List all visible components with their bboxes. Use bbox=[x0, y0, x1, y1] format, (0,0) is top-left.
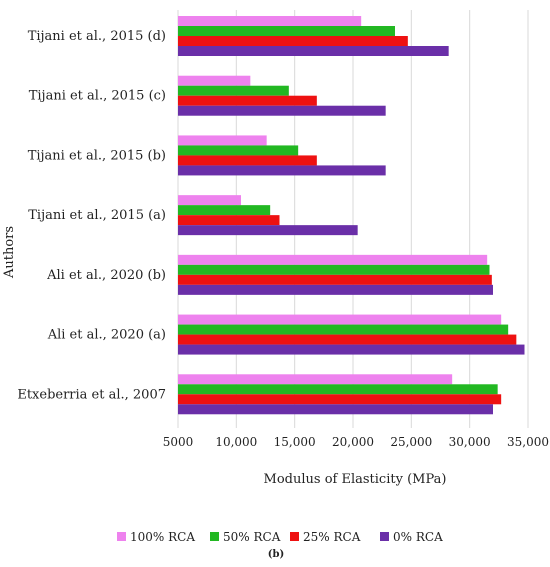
bar bbox=[178, 334, 517, 345]
x-tick-label: 20,000 bbox=[332, 435, 374, 449]
category-label: Tijani et al., 2015 (b) bbox=[28, 148, 166, 163]
bar bbox=[178, 225, 358, 236]
category-label: Tijani et al., 2015 (c) bbox=[29, 89, 166, 104]
legend: 100% RCA 50% RCA 25% RCA 0% RCA bbox=[117, 530, 443, 544]
bar bbox=[178, 145, 299, 156]
bars bbox=[178, 16, 525, 415]
x-tick-label: 25,000 bbox=[390, 435, 432, 449]
category-label: Tijani et al., 2015 (d) bbox=[28, 29, 166, 44]
legend-label: 100% RCA bbox=[130, 530, 195, 544]
bar bbox=[178, 384, 498, 395]
bar bbox=[178, 314, 502, 325]
category-label: Tijani et al., 2015 (a) bbox=[28, 208, 166, 223]
bar bbox=[178, 36, 408, 46]
bar bbox=[178, 274, 492, 285]
legend-swatch bbox=[290, 532, 299, 541]
bar bbox=[178, 215, 280, 226]
x-tick-labels: 5000 10,000 15,000 20,000 25,000 30,000 35,000 bbox=[163, 435, 549, 449]
legend-label: 50% RCA bbox=[223, 530, 281, 544]
bar bbox=[178, 254, 488, 265]
bar bbox=[178, 284, 493, 295]
bar bbox=[178, 344, 525, 355]
x-tick-label: 30,000 bbox=[449, 435, 491, 449]
bar bbox=[178, 324, 509, 335]
category-labels: Tijani et al., 2015 (d) Tijani et al., 20… bbox=[17, 29, 166, 402]
bar bbox=[178, 195, 241, 206]
legend-swatch bbox=[210, 532, 219, 541]
bar bbox=[178, 404, 493, 415]
bar bbox=[178, 205, 271, 216]
x-axis-title: Modulus of Elasticity (MPa) bbox=[264, 472, 447, 487]
bar bbox=[178, 26, 395, 36]
y-axis-title: Authors bbox=[2, 226, 17, 279]
x-tick-label: 35,000 bbox=[507, 435, 549, 449]
sub-label: (b) bbox=[268, 549, 284, 560]
bar bbox=[178, 46, 449, 56]
bar bbox=[178, 394, 502, 405]
bar bbox=[178, 374, 453, 385]
legend-swatch bbox=[380, 532, 389, 541]
category-label: Ali et al., 2020 (b) bbox=[46, 268, 166, 283]
bar bbox=[178, 16, 362, 26]
bar bbox=[178, 155, 317, 166]
bar bbox=[178, 264, 490, 275]
x-tick-label: 15,000 bbox=[274, 435, 316, 449]
category-label: Ali et al., 2020 (a) bbox=[47, 328, 166, 343]
legend-swatch bbox=[117, 532, 126, 541]
x-tick-label: 10,000 bbox=[215, 435, 257, 449]
bar bbox=[178, 105, 386, 116]
legend-label: 25% RCA bbox=[303, 530, 361, 544]
legend-label: 0% RCA bbox=[393, 530, 443, 544]
category-label: Etxeberria et al., 2007 bbox=[17, 387, 166, 402]
bar bbox=[178, 75, 251, 86]
x-tick-label: 5000 bbox=[163, 435, 194, 449]
bar bbox=[178, 135, 267, 146]
bar bbox=[178, 85, 289, 96]
bar bbox=[178, 165, 386, 176]
bar bbox=[178, 95, 317, 106]
